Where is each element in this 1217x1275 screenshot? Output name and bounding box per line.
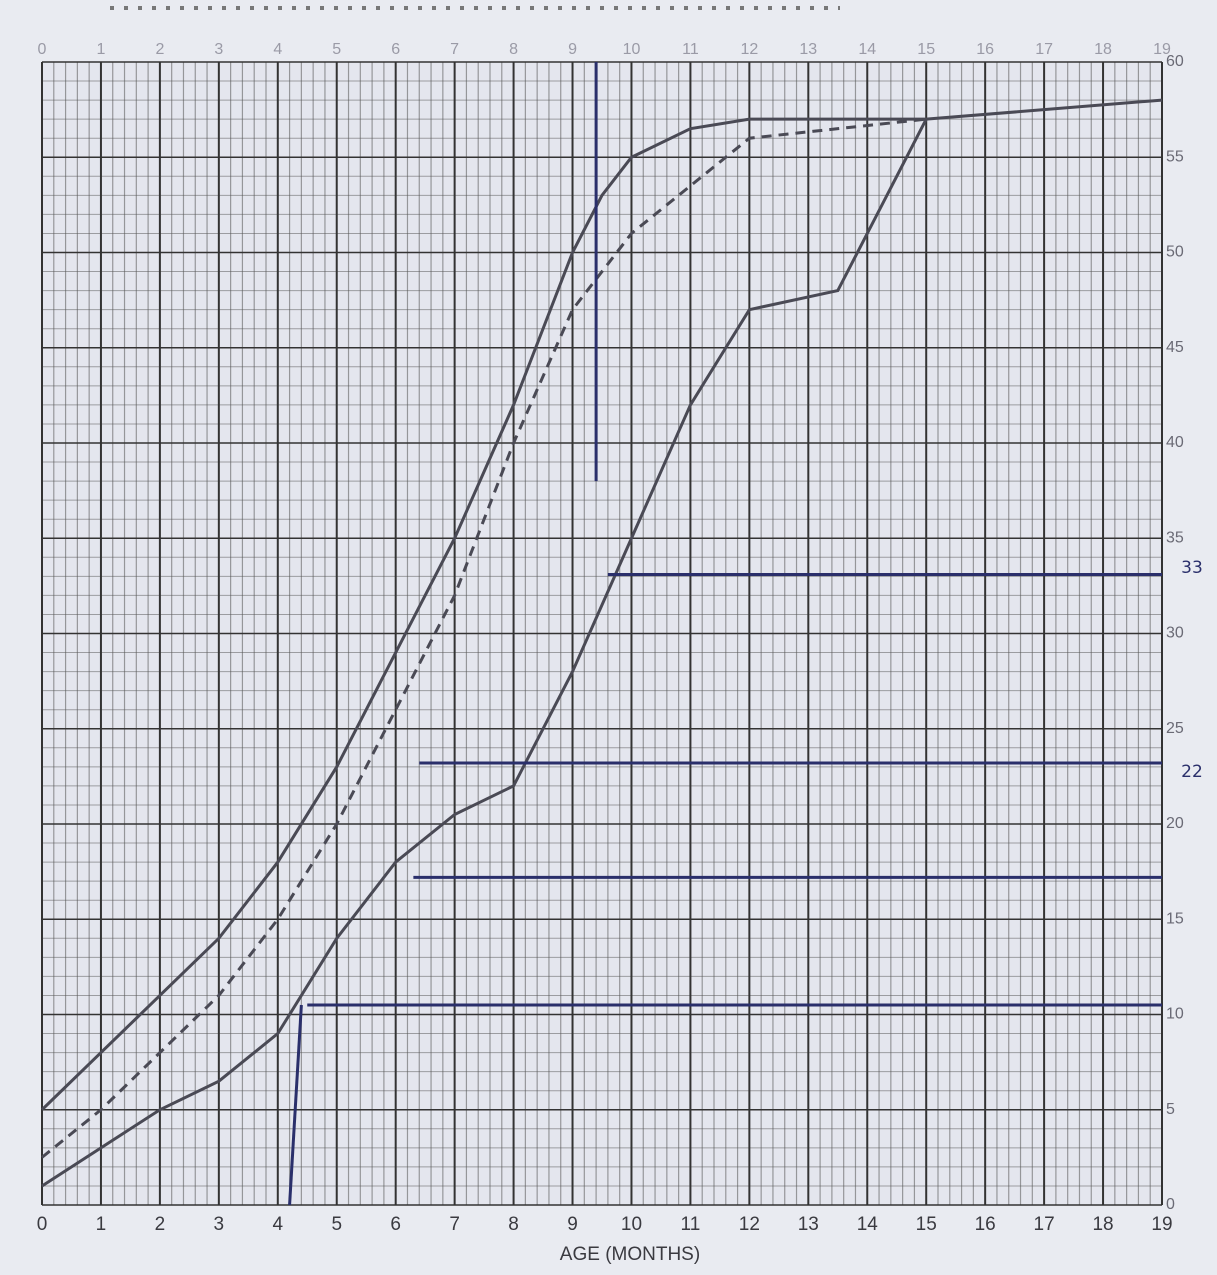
y-tick-label: 40: [1166, 434, 1184, 451]
series-line: [41, 117, 927, 1159]
y-tick-label: 25: [1166, 720, 1184, 737]
x-tick-label-top: 14: [858, 41, 876, 58]
x-tick-label: 4: [273, 1214, 284, 1235]
series-line: [41, 118, 928, 1188]
x-tick-label: 13: [798, 1214, 819, 1235]
y-tick-label: 45: [1166, 339, 1184, 356]
x-tick-label: 7: [449, 1214, 460, 1235]
x-tick-label-top: 5: [332, 41, 341, 58]
x-tick-label-top: 8: [509, 41, 518, 58]
x-tick-label-top: 17: [1035, 41, 1053, 58]
x-tick-label-top: 0: [38, 41, 47, 58]
x-tick-label: 8: [508, 1214, 519, 1235]
handwritten-note: 33: [1181, 558, 1203, 578]
x-tick-label-top: 2: [155, 41, 164, 58]
x-tick-label: 1: [96, 1214, 107, 1235]
x-axis-label: AGE (MONTHS): [560, 1244, 700, 1265]
y-tick-label: 60: [1166, 53, 1184, 70]
x-tick-label-top: 6: [391, 41, 400, 58]
x-tick-label: 19: [1151, 1214, 1172, 1235]
y-tick-label: 20: [1166, 815, 1184, 832]
x-tick-label: 15: [916, 1214, 937, 1235]
x-tick-label: 11: [681, 1214, 701, 1235]
x-tick-label: 14: [857, 1214, 879, 1235]
x-tick-label: 17: [1034, 1214, 1055, 1235]
x-tick-label: 18: [1092, 1214, 1113, 1235]
x-tick-label-top: 7: [450, 41, 459, 58]
y-tick-label: 5: [1166, 1101, 1175, 1118]
x-tick-label-top: 1: [96, 41, 105, 58]
y-tick-label: 10: [1166, 1006, 1184, 1023]
x-tick-label-top: 16: [976, 41, 994, 58]
x-tick-label-top: 19: [1153, 41, 1171, 58]
x-tick-label-top: 18: [1094, 41, 1112, 58]
x-tick-label: 10: [621, 1214, 642, 1235]
x-tick-label: 2: [155, 1214, 166, 1235]
x-tick-label: 12: [739, 1214, 760, 1235]
x-tick-label: 3: [214, 1214, 225, 1235]
x-tick-label: 5: [331, 1214, 342, 1235]
y-tick-label: 30: [1166, 625, 1184, 642]
y-tick-label: 0: [1166, 1196, 1175, 1213]
x-tick-label-top: 10: [623, 41, 641, 58]
x-tick-label-top: 11: [682, 41, 699, 58]
x-tick-label-top: 4: [273, 41, 282, 58]
y-tick-label: 15: [1166, 910, 1184, 927]
x-tick-label: 0: [37, 1214, 48, 1235]
series-line: [288, 1004, 303, 1206]
x-tick-label-top: 13: [799, 41, 817, 58]
handwritten-note: 22: [1181, 762, 1203, 782]
x-tick-label: 6: [390, 1214, 401, 1235]
y-tick-label: 35: [1166, 529, 1184, 546]
y-tick-label: 50: [1166, 244, 1184, 261]
x-tick-label-top: 15: [917, 41, 935, 58]
series-line: [40, 98, 1163, 1111]
y-tick-label: 55: [1166, 148, 1184, 165]
x-tick-label-top: 3: [214, 41, 223, 58]
x-tick-label: 16: [975, 1214, 996, 1235]
x-tick-label: 9: [567, 1214, 578, 1235]
x-tick-label-top: 12: [740, 41, 758, 58]
x-tick-label-top: 9: [568, 41, 577, 58]
